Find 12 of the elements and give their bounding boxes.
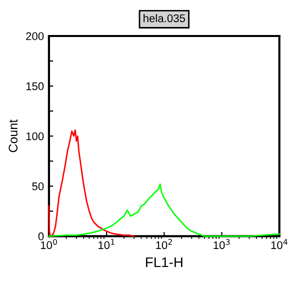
x-tick-label: 10$^{3}$ (214, 238, 230, 250)
y-tick-label: 200 (26, 32, 44, 40)
y-tick-label: 100 (26, 132, 44, 140)
y-tick-label: 0 (38, 232, 44, 240)
x-tick-label: 10$^{4}$ (271, 239, 288, 250)
x-axis-title: FL1-H (146, 257, 182, 267)
y-axis-title: Count (8, 119, 18, 152)
x-tick-label: 10$^{2}$ (156, 238, 172, 250)
x-tick-label: 10$^{1}$ (98, 239, 114, 250)
y-tick-label: 50 (32, 182, 44, 190)
y-tick-label: 150 (26, 82, 44, 90)
chart-title: hela.035 (144, 14, 186, 22)
